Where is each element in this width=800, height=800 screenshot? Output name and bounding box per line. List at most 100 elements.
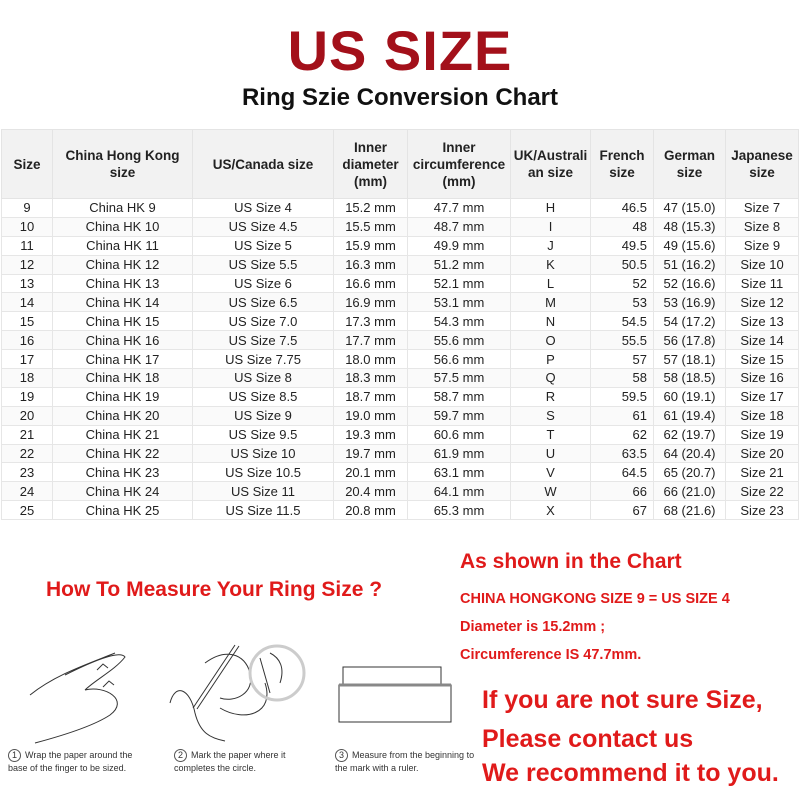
table-cell: Size 17 bbox=[725, 386, 799, 407]
step-text: Measure from the beginning to the mark w… bbox=[335, 750, 475, 773]
table-cell: 54.3 mm bbox=[407, 311, 511, 332]
table-cell: H bbox=[510, 198, 591, 218]
table-cell: Size 8 bbox=[725, 216, 799, 237]
table-cell: Size 10 bbox=[725, 254, 799, 275]
table-cell: 58.7 mm bbox=[407, 386, 511, 407]
table-cell: 53.1 mm bbox=[407, 292, 511, 313]
table-cell: China HK 16 bbox=[52, 330, 193, 351]
table-cell: China HK 20 bbox=[52, 405, 193, 426]
table-cell: Size 15 bbox=[725, 349, 799, 370]
measure-step: 1 Wrap the paper around the base of the f… bbox=[8, 749, 138, 774]
contact-line2: Please contact us bbox=[482, 725, 694, 753]
table-cell: Size 22 bbox=[725, 481, 799, 502]
step-text: Wrap the paper around the base of the fi… bbox=[8, 750, 133, 773]
table-row: 9 China HK 9 US Size 4 15.2 mm 47.7 mm H 46.5 4… bbox=[1, 198, 799, 218]
table-cell: 19.7 mm bbox=[333, 443, 408, 464]
table-cell: China HK 19 bbox=[52, 386, 193, 407]
contact-line3: We recommend it to you. bbox=[482, 759, 779, 787]
hand-wrap-illustration bbox=[29, 652, 126, 744]
table-row: 11 China HK 11 US Size 5 15.9 mm 49.9 mm J 49.… bbox=[1, 235, 799, 256]
table-cell: Size 11 bbox=[725, 273, 799, 294]
table-cell: 49 (15.6) bbox=[653, 235, 726, 256]
table-cell: 20.4 mm bbox=[333, 481, 408, 502]
table-cell: 60.6 mm bbox=[407, 424, 511, 445]
step-number: 3 bbox=[335, 749, 348, 762]
column-header: China Hong Kong size bbox=[52, 129, 193, 199]
table-cell: Size 23 bbox=[725, 500, 799, 521]
table-cell: 16.6 mm bbox=[333, 273, 408, 294]
table-cell: 52 (16.6) bbox=[653, 273, 726, 294]
table-cell: 61.9 mm bbox=[407, 443, 511, 464]
table-cell: 55.6 mm bbox=[407, 330, 511, 351]
table-cell: 48 (15.3) bbox=[653, 216, 726, 237]
table-cell: Size 16 bbox=[725, 368, 799, 388]
table-cell: U bbox=[510, 443, 591, 464]
table-row: 12 China HK 12 US Size 5.5 16.3 mm 51.2 mm K 5… bbox=[1, 254, 799, 275]
example-line1: CHINA HONGKONG SIZE 9 = US SIZE 4 bbox=[460, 591, 730, 607]
table-cell: 15.5 mm bbox=[333, 216, 408, 237]
table-cell: 19.0 mm bbox=[333, 405, 408, 426]
table-cell: 52.1 mm bbox=[407, 273, 511, 294]
table-cell: US Size 7.75 bbox=[192, 349, 334, 370]
table-cell: China HK 9 bbox=[52, 198, 193, 218]
table-cell: 65.3 mm bbox=[407, 500, 511, 521]
table-cell: China HK 21 bbox=[52, 424, 193, 445]
table-cell: 47 (15.0) bbox=[653, 198, 726, 218]
table-cell: J bbox=[510, 235, 591, 256]
table-cell: 21 bbox=[1, 424, 53, 445]
table-cell: US Size 7.0 bbox=[192, 311, 334, 332]
table-cell: US Size 6 bbox=[192, 273, 334, 294]
table-cell: Q bbox=[510, 368, 591, 388]
table-cell: 48.7 mm bbox=[407, 216, 511, 237]
table-cell: China HK 10 bbox=[52, 216, 193, 237]
table-cell: 50.5 bbox=[590, 254, 654, 275]
table-cell: 64.1 mm bbox=[407, 481, 511, 502]
table-cell: 48 bbox=[590, 216, 654, 237]
table-row: 25 China HK 25 US Size 11.5 20.8 mm 65.3 mm X… bbox=[1, 500, 799, 521]
table-cell: 57.5 mm bbox=[407, 368, 511, 388]
table-cell: 65 (20.7) bbox=[653, 462, 726, 483]
table-cell: 20 bbox=[1, 405, 53, 426]
step-text: Mark the paper where it completes the ci… bbox=[174, 750, 286, 773]
table-cell: 58 (18.5) bbox=[653, 368, 726, 388]
table-cell: China HK 14 bbox=[52, 292, 193, 313]
table-cell: N bbox=[510, 311, 591, 332]
table-cell: China HK 12 bbox=[52, 254, 193, 275]
table-cell: 56.6 mm bbox=[407, 349, 511, 370]
table-cell: China HK 23 bbox=[52, 462, 193, 483]
table-cell: China HK 24 bbox=[52, 481, 193, 502]
table-cell: US Size 8.5 bbox=[192, 386, 334, 407]
table-cell: 23 bbox=[1, 462, 53, 483]
table-cell: 58 bbox=[590, 368, 654, 388]
table-cell: 17.3 mm bbox=[333, 311, 408, 332]
table-row: 23 China HK 23 US Size 10.5 20.1 mm 63.1 mm V… bbox=[1, 462, 799, 483]
step-number: 1 bbox=[8, 749, 21, 762]
table-row: 17 China HK 17 US Size 7.75 18.0 mm 56.6 mm P… bbox=[1, 349, 799, 370]
table-cell: 11 bbox=[1, 235, 53, 256]
table-cell: 14 bbox=[1, 292, 53, 313]
table-cell: 57 bbox=[590, 349, 654, 370]
table-cell: 68 (21.6) bbox=[653, 500, 726, 521]
table-cell: K bbox=[510, 254, 591, 275]
table-cell: 47.7 mm bbox=[407, 198, 511, 218]
table-cell: 19 bbox=[1, 386, 53, 407]
page-title: US SIZE bbox=[287, 19, 513, 82]
table-cell: 61 (19.4) bbox=[653, 405, 726, 426]
table-cell: 46.5 bbox=[590, 198, 654, 218]
table-cell: China HK 22 bbox=[52, 443, 193, 464]
table-cell: 15.2 mm bbox=[333, 198, 408, 218]
table-cell: US Size 11 bbox=[192, 481, 334, 502]
table-cell: 52 bbox=[590, 273, 654, 294]
measure-heading: How To Measure Your Ring Size ? bbox=[46, 578, 383, 601]
table-row: 20 China HK 20 US Size 9 19.0 mm 59.7 mm S 61 6… bbox=[1, 405, 799, 426]
table-cell: 17.7 mm bbox=[333, 330, 408, 351]
table-cell: 22 bbox=[1, 443, 53, 464]
table-cell: China HK 15 bbox=[52, 311, 193, 332]
column-header: German size bbox=[653, 129, 726, 199]
size-conversion-table: Size China Hong Kong size US/Canada size In… bbox=[1, 129, 799, 521]
table-cell: Size 14 bbox=[725, 330, 799, 351]
table-row: 13 China HK 13 US Size 6 16.6 mm 52.1 mm L 52 5… bbox=[1, 273, 799, 294]
table-cell: Size 19 bbox=[725, 424, 799, 445]
table-row: 15 China HK 15 US Size 7.0 17.3 mm 54.3 mm N 5… bbox=[1, 311, 799, 332]
table-cell: 16 bbox=[1, 330, 53, 351]
